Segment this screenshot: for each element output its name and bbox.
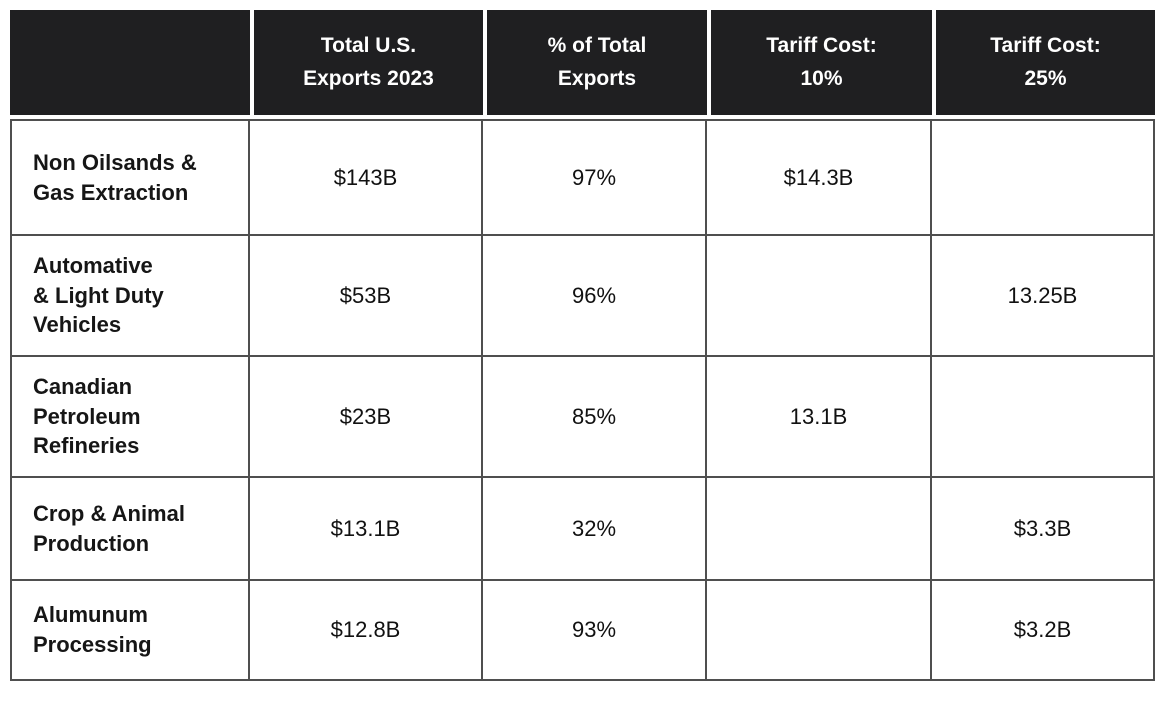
header-cell-tariff-10: Tariff Cost: 10%	[707, 10, 932, 119]
table-header: Total U.S. Exports 2023 % of Total Expor…	[10, 10, 1155, 119]
row-label: Alumunum Processing	[10, 581, 250, 681]
table-row-non-oilsands: Non Oilsands & Gas Extraction $143B 97% …	[10, 119, 1155, 236]
row-label: Canadian Petroleum Refineries	[10, 357, 250, 478]
cell-total-exports: $23B	[250, 357, 483, 478]
header-cell-pct-exports: % of Total Exports	[483, 10, 707, 119]
cell-total-exports: $53B	[250, 236, 483, 357]
row-label: Non Oilsands & Gas Extraction	[10, 119, 250, 236]
cell-tariff-10	[707, 236, 932, 357]
cell-pct-exports: 32%	[483, 478, 707, 581]
header-cell-category	[10, 10, 250, 119]
cell-total-exports: $143B	[250, 119, 483, 236]
header-cell-tariff-25: Tariff Cost: 25%	[932, 10, 1155, 119]
cell-tariff-10	[707, 581, 932, 681]
row-label: Crop & Animal Production	[10, 478, 250, 581]
header-row: Total U.S. Exports 2023 % of Total Expor…	[10, 10, 1155, 119]
table-row-automotive: Automative & Light Duty Vehicles $53B 96…	[10, 236, 1155, 357]
cell-tariff-10: 13.1B	[707, 357, 932, 478]
table-body: Non Oilsands & Gas Extraction $143B 97% …	[10, 119, 1155, 681]
cell-total-exports: $12.8B	[250, 581, 483, 681]
tariff-table: Total U.S. Exports 2023 % of Total Expor…	[10, 10, 1155, 681]
cell-pct-exports: 85%	[483, 357, 707, 478]
table-row-crop-animal: Crop & Animal Production $13.1B 32% $3.3…	[10, 478, 1155, 581]
cell-tariff-10: $14.3B	[707, 119, 932, 236]
cell-tariff-25	[932, 119, 1155, 236]
cell-pct-exports: 93%	[483, 581, 707, 681]
table-row-petroleum: Canadian Petroleum Refineries $23B 85% 1…	[10, 357, 1155, 478]
cell-tariff-25: $3.3B	[932, 478, 1155, 581]
cell-tariff-25	[932, 357, 1155, 478]
cell-tariff-25: 13.25B	[932, 236, 1155, 357]
cell-tariff-10	[707, 478, 932, 581]
table-row-aluminum: Alumunum Processing $12.8B 93% $3.2B	[10, 581, 1155, 681]
cell-pct-exports: 97%	[483, 119, 707, 236]
header-cell-total-exports: Total U.S. Exports 2023	[250, 10, 483, 119]
cell-total-exports: $13.1B	[250, 478, 483, 581]
row-label: Automative & Light Duty Vehicles	[10, 236, 250, 357]
cell-tariff-25: $3.2B	[932, 581, 1155, 681]
cell-pct-exports: 96%	[483, 236, 707, 357]
